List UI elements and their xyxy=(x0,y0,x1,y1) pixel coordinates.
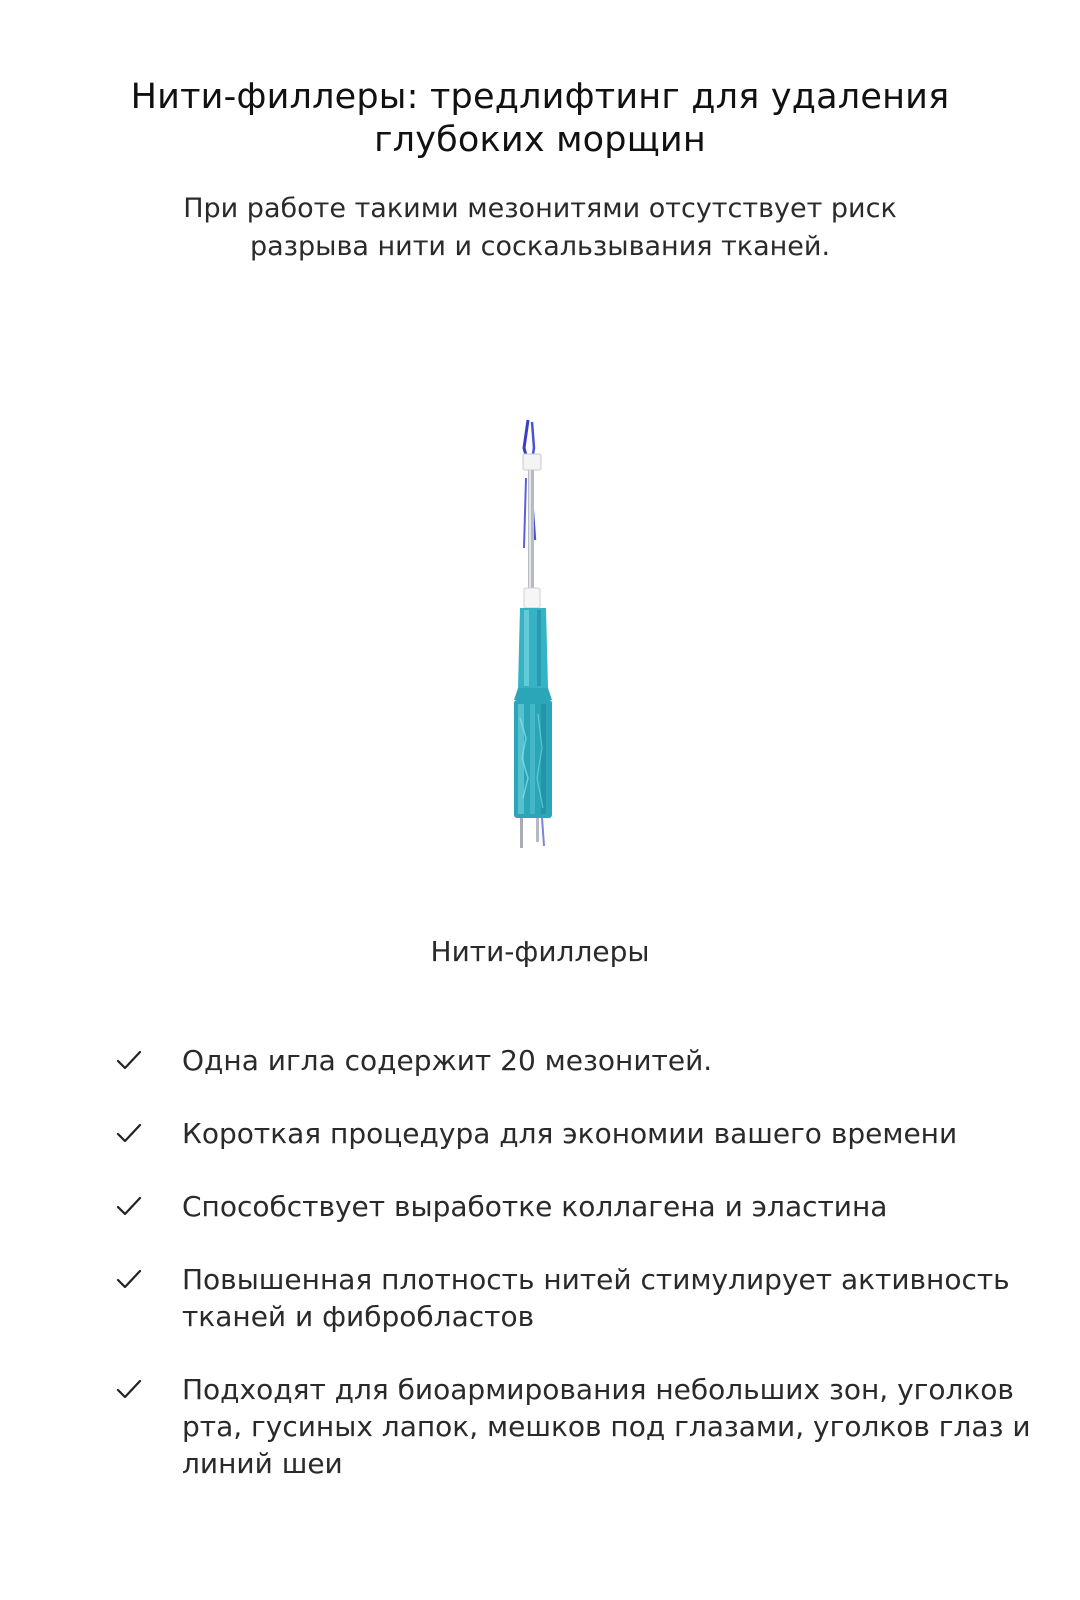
benefit-text: Повышенная плотность нитей стимулирует а… xyxy=(182,1263,1010,1333)
list-item: Короткая процедура для экономии вашего в… xyxy=(0,1115,1080,1152)
checkmark-icon xyxy=(116,1050,142,1070)
list-item: Подходят для биоармирования небольших зо… xyxy=(0,1371,1080,1482)
benefit-text: Короткая процедура для экономии вашего в… xyxy=(182,1117,958,1150)
list-item: Способствует выработке коллагена и эласт… xyxy=(0,1188,1080,1225)
page-subtitle: При работе такими мезонитями отсутствует… xyxy=(183,193,897,262)
benefit-text: Одна игла содержит 20 мезонитей. xyxy=(182,1044,713,1077)
benefit-text: Способствует выработке коллагена и эласт… xyxy=(182,1190,888,1223)
page-title: Нити-филлеры: тредлифтинг для удаления г… xyxy=(130,77,950,160)
product-caption: Нити-филлеры xyxy=(430,935,650,968)
list-item: Повышенная плотность нитей стимулирует а… xyxy=(0,1261,1080,1335)
thread-filler-needle-image xyxy=(514,419,552,848)
checkmark-icon xyxy=(116,1123,142,1143)
checkmark-icon xyxy=(116,1269,142,1289)
benefit-text: Подходят для биоармирования небольших зо… xyxy=(182,1373,1031,1480)
checkmark-icon xyxy=(116,1196,142,1216)
list-item: Одна игла содержит 20 мезонитей. xyxy=(0,1042,1080,1079)
benefits-list: Одна игла содержит 20 мезонитей. Коротка… xyxy=(0,1042,1080,1518)
checkmark-icon xyxy=(116,1379,142,1399)
